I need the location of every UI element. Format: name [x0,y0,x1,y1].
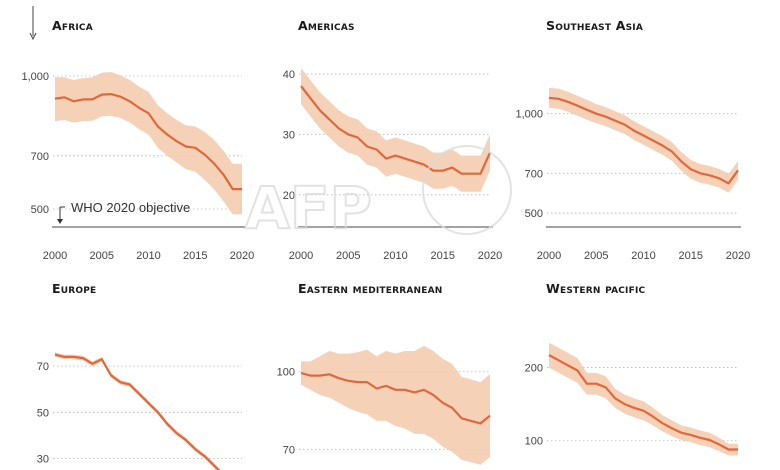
uncertainty-band [301,345,490,465]
y-tick-label: 20 [283,190,295,202]
uncertainty-band [549,342,738,456]
panel-western-pacific: Western pacific 100 200 [525,281,738,456]
panel-americas: Americas 20 30 40 2000 2005 2010 2015 2020 [283,18,502,262]
y-tick-label: 70 [283,444,295,456]
panel-title: Africa [52,18,93,33]
series-line [54,93,242,191]
y-tick-label: 70 [37,361,49,373]
x-tick-label: 2000 [289,250,313,262]
caption-arrow-icon [29,32,37,41]
panels: Africa 500 700 1,000 2000 2005 2010 2015 2020 WHO… [21,18,750,470]
y-tick-label: 700 [31,151,49,163]
panel-title: Western pacific [546,281,646,296]
x-tick-label: 2015 [431,250,455,262]
afp-watermark-ring [422,145,512,235]
x-tick-label: 2010 [383,250,407,262]
x-tick-label: 2020 [726,250,750,262]
panel-eastern-mediterranean: Eastern mediterranean 70 100 [277,281,491,465]
y-tick-label: 1,000 [21,71,49,83]
y-tick-label: 50 [37,407,49,419]
y-tick-label: 500 [525,208,543,220]
series-line [300,371,491,425]
panel-title: Europe [52,281,96,296]
y-tick-label: 500 [31,204,49,216]
panel-title: Americas [298,18,355,33]
uncertainty-band [549,87,738,193]
uncertainty-band [301,68,490,192]
series-line [548,96,739,185]
panel-africa: Africa 500 700 1,000 2000 2005 2010 2015 2020 WHO… [21,18,254,262]
x-tick-label: 2015 [183,250,207,262]
uncertainty-band [55,72,242,215]
uncertainty-band [55,352,221,470]
y-tick-label: 1,000 [515,109,543,121]
objective-arrow-icon [57,219,63,224]
objective-label: WHO 2020 objective [71,200,190,215]
x-tick-label: 2015 [679,250,703,262]
panel-title: Southeast Asia [546,18,643,33]
y-tick-label: 200 [525,363,543,375]
panel-europe: Europe 30 50 70 [37,281,242,470]
series-line [300,85,492,175]
y-tick-label: 100 [525,436,543,448]
y-tick-label: 30 [283,129,295,141]
x-tick-label: 2005 [90,250,114,262]
x-tick-label: 2000 [43,250,67,262]
x-tick-label: 2005 [584,250,608,262]
y-tick-label: 700 [525,168,543,180]
x-tick-label: 2000 [537,250,561,262]
x-tick-label: 2020 [478,250,502,262]
panel-southeast-asia: Southeast Asia 500 700 1,000 2000 2005 2010 201… [515,18,750,262]
x-tick-label: 2010 [136,250,160,262]
x-tick-label: 2010 [631,250,655,262]
series-line [548,354,738,451]
afp-watermark: AFP [245,174,372,242]
x-tick-label: 2005 [336,250,360,262]
y-tick-label: 40 [283,69,295,81]
panel-title: Eastern mediterranean [298,281,443,296]
x-tick-label: 2020 [230,250,254,262]
y-tick-label: 100 [277,367,295,379]
y-tick-label: 30 [37,453,49,465]
series-line [54,353,221,470]
